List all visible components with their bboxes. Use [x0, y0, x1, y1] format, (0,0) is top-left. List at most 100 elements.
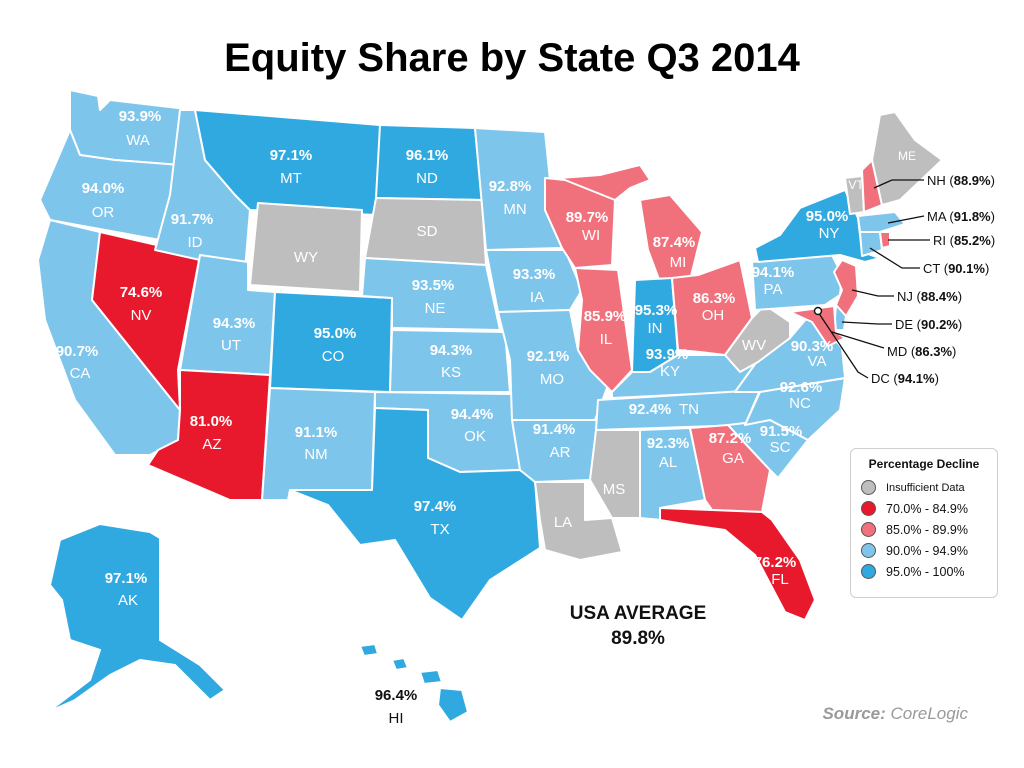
label-nc-abbr: NC: [789, 395, 811, 412]
usa-average-label: USA AVERAGE: [569, 603, 707, 624]
state-ak[interactable]: [47, 523, 226, 713]
label-hi-abbr: HI: [389, 710, 404, 727]
state-hi-maui[interactable]: [419, 669, 443, 685]
state-la[interactable]: [534, 481, 623, 561]
label-ne-value: 93.5%: [412, 277, 455, 294]
state-ri[interactable]: [879, 231, 891, 249]
callout-nj: NJ (88.4%): [897, 289, 962, 304]
state-ks[interactable]: [389, 329, 511, 393]
callout-dc-abbr: DC: [871, 371, 890, 386]
label-id-abbr: ID: [188, 234, 203, 251]
state-ne[interactable]: [361, 257, 501, 331]
label-ga-abbr: GA: [722, 450, 744, 467]
label-mi-abbr: MI: [670, 254, 687, 271]
label-az-value: 81.0%: [190, 413, 233, 430]
state-ct[interactable]: [859, 231, 883, 257]
legend: Percentage Decline Insufficient Data 70.…: [850, 448, 998, 598]
label-ks-abbr: KS: [441, 364, 461, 381]
callout-ri: RI (85.2%): [933, 233, 995, 248]
map-title: Equity Share by State Q3 2014: [224, 36, 800, 80]
label-ia-value: 93.3%: [513, 266, 556, 283]
label-ut-value: 94.3%: [213, 315, 256, 332]
state-hi-oahu[interactable]: [391, 657, 409, 671]
label-ky-value: 93.9%: [646, 346, 689, 363]
label-wa-abbr: WA: [126, 132, 150, 149]
legend-title: Percentage Decline: [868, 457, 980, 471]
label-ms-abbr: MS: [603, 481, 626, 498]
label-oh-abbr: OH: [702, 307, 725, 324]
state-wy[interactable]: [249, 202, 363, 293]
label-nd-value: 96.1%: [406, 147, 449, 164]
label-in-abbr: IN: [648, 320, 663, 337]
legend-swatch-90-95: [861, 543, 876, 558]
source-credit: Source: CoreLogic: [822, 704, 968, 724]
callout-ct-value: 90.1%: [948, 261, 985, 276]
legend-swatch-85-90: [861, 522, 876, 537]
state-ma[interactable]: [857, 211, 906, 233]
label-la-abbr: LA: [554, 514, 572, 531]
legend-swatch-insufficient: [861, 480, 876, 495]
legend-label-95-100: 95.0% - 100%: [886, 564, 965, 579]
state-wv[interactable]: [724, 304, 791, 373]
leader-nh: [873, 179, 924, 189]
label-mo-value: 92.1%: [527, 348, 570, 365]
label-hi-value: 96.4%: [375, 687, 418, 704]
state-ia[interactable]: [485, 249, 583, 313]
legend-label-insufficient: Insufficient Data: [886, 481, 965, 494]
state-md[interactable]: [789, 305, 846, 347]
state-tx[interactable]: [289, 407, 541, 621]
callout-nj-abbr: NJ: [897, 289, 913, 304]
label-mt-abbr: MT: [280, 170, 302, 187]
state-hi-niihau-kauai[interactable]: [359, 643, 379, 657]
callout-ma: MA (91.8%): [927, 209, 995, 224]
state-hi-big-island[interactable]: [437, 687, 469, 723]
label-ar-abbr: AR: [550, 444, 571, 461]
usa-average-value: 89.8%: [611, 628, 665, 649]
callout-ct-abbr: CT: [923, 261, 940, 276]
label-vt-abbr: VT: [848, 178, 864, 192]
label-fl-value: 76.2%: [754, 554, 797, 571]
callout-md-abbr: MD: [887, 344, 907, 359]
callout-ma-value: 91.8%: [954, 209, 991, 224]
label-sd-abbr: SD: [417, 223, 438, 240]
label-co-abbr: CO: [322, 348, 345, 365]
label-il-abbr: IL: [600, 331, 613, 348]
legend-label-70-85: 70.0% - 84.9%: [886, 501, 968, 516]
source-label: Source:: [822, 704, 886, 723]
label-mo-abbr: MO: [540, 371, 564, 388]
label-wa-value: 93.9%: [119, 108, 162, 125]
callout-md-value: 86.3%: [915, 344, 952, 359]
state-ms[interactable]: [589, 429, 641, 519]
label-mt-value: 97.1%: [270, 147, 313, 164]
callout-de: DE (90.2%): [895, 317, 962, 332]
label-nm-abbr: NM: [304, 446, 327, 463]
label-pa-value: 94.1%: [752, 264, 795, 281]
label-oh-value: 86.3%: [693, 290, 736, 307]
label-tx-abbr: TX: [430, 521, 449, 538]
label-or-abbr: OR: [92, 204, 115, 221]
legend-item-85-90: 85.0% - 89.9%: [861, 519, 987, 540]
legend-swatch-70-85: [861, 501, 876, 516]
legend-item-70-85: 70.0% - 84.9%: [861, 498, 987, 519]
callout-ct: CT (90.1%): [923, 261, 989, 276]
usa-average: USA AVERAGE 89.8%: [548, 601, 728, 651]
callout-nj-value: 88.4%: [921, 289, 958, 304]
callout-de-abbr: DE: [895, 317, 913, 332]
callout-nh-abbr: NH: [927, 173, 946, 188]
label-pa-abbr: PA: [764, 281, 783, 298]
legend-label-90-95: 90.0% - 94.9%: [886, 543, 968, 558]
state-nm[interactable]: [261, 387, 376, 501]
leader-md: [831, 331, 885, 349]
label-mn-value: 92.8%: [489, 178, 532, 195]
label-sc-value: 91.5%: [760, 423, 803, 440]
label-nv-value: 74.6%: [120, 284, 163, 301]
callout-ri-abbr: RI: [933, 233, 946, 248]
label-tn-value: 92.4%: [629, 401, 672, 418]
state-co[interactable]: [269, 291, 393, 393]
label-ca-value: 90.7%: [56, 343, 99, 360]
leader-dc: [817, 311, 869, 379]
state-fl[interactable]: [659, 507, 816, 621]
state-il[interactable]: [574, 267, 633, 393]
label-ia-abbr: IA: [530, 289, 544, 306]
label-ut-abbr: UT: [221, 337, 241, 354]
